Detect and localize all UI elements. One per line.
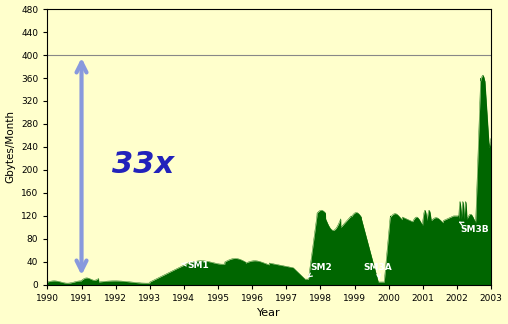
Y-axis label: Gbytes/Month: Gbytes/Month bbox=[6, 110, 16, 183]
Text: SM1: SM1 bbox=[182, 261, 209, 271]
Text: SM2: SM2 bbox=[308, 263, 332, 277]
X-axis label: Year: Year bbox=[258, 308, 281, 318]
Text: 33x: 33x bbox=[112, 150, 174, 179]
Text: SM3A: SM3A bbox=[363, 263, 392, 278]
Text: SM3B: SM3B bbox=[460, 222, 489, 234]
